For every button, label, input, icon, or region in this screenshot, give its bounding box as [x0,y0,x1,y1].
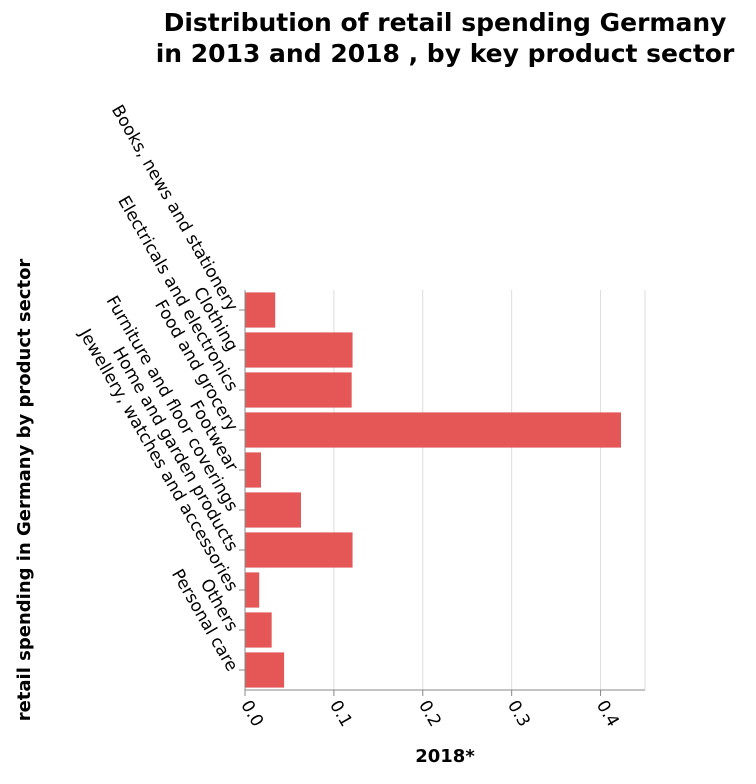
chart-title-line-2: in 2013 and 2018 , by key product sector [156,39,735,68]
bar [245,292,276,328]
bar [245,452,261,488]
bar [245,332,353,368]
x-tick-label: 0.3 [503,697,534,730]
bar [245,372,352,408]
bar [245,532,353,568]
x-axis-title: 2018* [415,746,475,767]
x-tick-label: 0.4 [592,697,623,730]
y-axis-title: retail spending in Germany by product se… [14,259,35,722]
bar [245,492,301,528]
x-tick-label: 0.1 [325,697,356,730]
axes [239,290,645,696]
gridlines [333,290,646,690]
bar [245,652,285,688]
x-tick-label: 0.0 [236,697,267,730]
y-tick-labels: Books, news and stationeryClothingElectr… [74,102,242,675]
x-tick-labels: 0.0 0.1 0.2 0.3 0.4 [236,697,622,730]
chart-title-line-1: Distribution of retail spending Germany [164,8,727,37]
bars [245,292,621,688]
bar [245,572,260,608]
x-tick-label: 0.2 [414,697,445,730]
bar [245,612,272,648]
bar [245,412,621,448]
